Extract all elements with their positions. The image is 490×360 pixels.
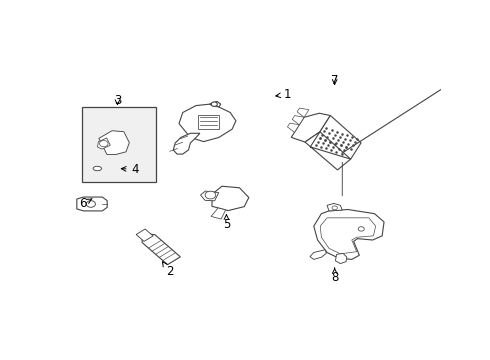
Polygon shape [211, 208, 225, 219]
Text: 2: 2 [163, 262, 173, 278]
Circle shape [211, 102, 218, 107]
Polygon shape [77, 197, 107, 211]
Polygon shape [212, 186, 249, 211]
Text: 8: 8 [331, 268, 339, 284]
Polygon shape [320, 218, 376, 254]
Polygon shape [142, 233, 180, 265]
Polygon shape [209, 102, 220, 107]
Polygon shape [292, 116, 304, 125]
Circle shape [99, 140, 108, 147]
Bar [82, 107, 156, 182]
Polygon shape [305, 132, 351, 170]
Polygon shape [198, 115, 219, 129]
Circle shape [86, 201, 96, 207]
Polygon shape [310, 250, 326, 260]
Polygon shape [327, 203, 342, 211]
Polygon shape [98, 138, 110, 149]
Text: 4: 4 [122, 163, 139, 176]
Polygon shape [314, 210, 384, 260]
Polygon shape [136, 229, 153, 242]
Polygon shape [320, 116, 361, 159]
Polygon shape [288, 123, 299, 132]
Text: 1: 1 [276, 88, 291, 101]
Polygon shape [99, 131, 129, 154]
Text: 3: 3 [114, 94, 121, 107]
Text: 6: 6 [79, 198, 92, 211]
Polygon shape [336, 253, 347, 264]
Polygon shape [200, 191, 219, 201]
Circle shape [205, 191, 216, 199]
Circle shape [358, 227, 364, 231]
Circle shape [332, 206, 337, 210]
Text: 5: 5 [223, 215, 230, 231]
Polygon shape [179, 104, 236, 141]
Text: 7: 7 [331, 74, 339, 87]
Polygon shape [173, 133, 200, 154]
Ellipse shape [93, 166, 101, 171]
Polygon shape [297, 108, 309, 117]
Polygon shape [291, 113, 330, 142]
